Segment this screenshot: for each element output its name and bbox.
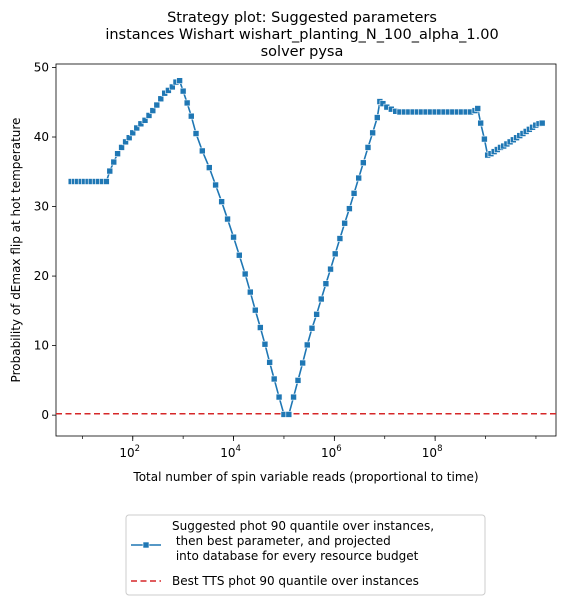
data-point [285,411,293,418]
data-point [153,101,161,109]
data-point [341,219,348,227]
data-point [308,324,316,332]
data-point [477,119,484,127]
legend-label-best-tts: Best TTS phot 90 quantile over instances [172,574,419,588]
data-point [192,130,200,137]
x-axis-label: Total number of spin variable reads (pro… [132,470,478,484]
data-point [133,124,141,132]
data-point [224,215,231,223]
y-tick-label: 10 [34,339,49,353]
chart-title-line: solver pysa [261,44,344,60]
data-point [317,295,325,303]
data-point [118,144,125,151]
data-point [364,144,372,151]
legend-swatch-marker [142,541,150,549]
data-point [106,167,114,175]
x-tick-label: 106 [321,444,342,460]
data-point [261,340,269,348]
x-tick-label: 104 [220,444,241,460]
data-point [327,265,334,273]
y-tick-label: 20 [34,269,49,283]
x-axis-ticks: 102 104 106 108 [82,436,537,460]
data-point [114,150,121,157]
data-point [294,377,302,384]
chart-title-line: Strategy plot: Suggested parameters [167,10,437,26]
data-point [103,178,110,185]
data-point [331,250,339,258]
data-point [169,83,176,91]
y-axis-label: Probability of dEmax flip at hot tempera… [9,118,23,383]
x-tick-exponent: 4 [235,444,240,454]
suggested-series-line [71,79,543,416]
data-point [199,147,206,155]
data-point [299,359,306,367]
data-point [129,129,137,137]
x-tick-exponent: 6 [336,444,341,454]
data-point [235,251,243,259]
data-point [350,190,358,197]
data-point [474,105,482,112]
data-point [241,270,249,278]
data-point [187,112,195,120]
y-tick-label: 40 [34,130,49,144]
data-point [322,280,330,288]
x-tick-label: 108 [422,444,443,460]
data-point [303,341,311,349]
data-point [179,87,187,95]
data-point [257,324,264,331]
data-point [176,77,183,84]
x-tick-exponent: 2 [135,444,140,454]
y-tick-label: 0 [41,408,49,422]
data-point [360,159,367,167]
x-tick-base: 10 [220,446,235,460]
x-tick-label: 102 [119,444,140,460]
data-point [218,198,225,205]
data-point [355,174,362,182]
legend: Suggested phot 90 quantile over instance… [125,514,486,596]
data-point [183,99,191,107]
data-point [369,129,376,137]
data-point [122,138,129,146]
x-tick-base: 10 [321,446,336,460]
x-tick-base: 10 [422,446,437,460]
data-point [212,181,219,189]
data-point [270,375,278,383]
data-point [336,235,344,242]
chart-title: Strategy plot: Suggested parametersinsta… [105,10,498,60]
y-tick-label: 50 [34,60,49,74]
data-point [481,135,488,143]
plot-area [55,63,557,437]
data-point [110,158,118,166]
series-layer [67,77,546,418]
data-point [266,358,273,366]
y-tick-label: 30 [34,200,49,214]
data-point [538,119,546,127]
data-point [205,164,213,171]
data-point [125,134,133,142]
data-point [141,117,149,124]
data-point [145,112,153,119]
data-point [313,311,320,318]
data-point [157,95,165,103]
data-point [137,120,145,128]
y-axis-ticks: 0 10 20 30 40 50 [34,60,56,422]
data-point [346,205,353,212]
data-point [275,393,283,401]
data-point [251,306,259,314]
x-tick-exponent: 8 [437,444,442,454]
data-point [247,288,254,296]
legend-label-suggested: Suggested phot 90 quantile over instance… [172,519,434,563]
chart-title-line: instances Wishart wishart_planting_N_100… [105,27,498,43]
data-point [149,107,157,114]
legend-box [125,514,486,596]
data-point [379,100,387,107]
data-point [230,233,237,241]
data-point [290,393,297,401]
data-point [165,87,172,94]
data-point [373,114,381,121]
x-tick-base: 10 [119,446,134,460]
